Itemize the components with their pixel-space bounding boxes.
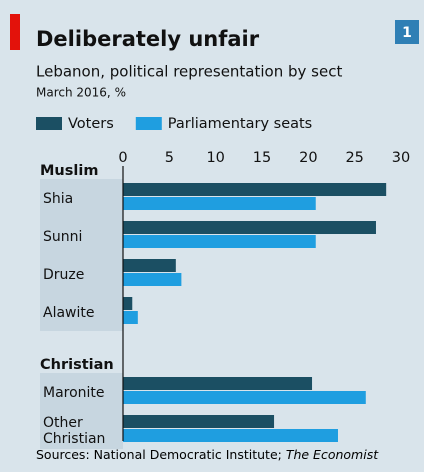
source-text: Sources: National Democratic Institute;: [36, 447, 286, 462]
x-tick-label: 15: [253, 150, 271, 166]
x-tick-label: 5: [165, 150, 174, 166]
bar: [123, 429, 338, 442]
x-tick-label: 30: [392, 150, 410, 166]
source-italic: The Economist: [285, 447, 379, 462]
source: Sources: National Democratic Institute; …: [36, 447, 378, 462]
bar: [123, 197, 316, 210]
badge: 1: [402, 25, 412, 41]
label-band: [40, 217, 123, 255]
label-band: [40, 255, 123, 293]
label-band: [40, 293, 123, 331]
note: March 2016, %: [36, 86, 126, 100]
bar: [123, 377, 313, 390]
category-label: Shia: [43, 191, 74, 207]
legend-swatch: [36, 117, 62, 130]
bar: [123, 415, 275, 428]
chart-title: Deliberately unfair: [36, 27, 260, 51]
bar: [123, 311, 138, 324]
bar: [123, 183, 387, 196]
x-tick-label: 10: [206, 150, 224, 166]
label-band: [40, 373, 123, 411]
bar: [123, 297, 133, 310]
category-label: Other Christian: [43, 415, 106, 447]
badge-box: [395, 20, 419, 44]
category-label: Sunni: [43, 229, 83, 245]
legend-swatch: [135, 117, 162, 130]
legend-label: Voters: [68, 116, 114, 132]
category-label: Alawite: [43, 305, 95, 321]
x-tick-label: 0: [118, 150, 127, 166]
legend-label: Parliamentary seats: [168, 116, 312, 132]
category-label: Maronite: [43, 385, 105, 401]
subtitle: Lebanon, political representation by sec…: [36, 63, 342, 81]
bar: [123, 273, 182, 286]
group-label: Muslim: [40, 163, 98, 179]
group-label: Christian: [40, 357, 114, 373]
x-tick-label: 25: [345, 150, 363, 166]
bar: [123, 259, 176, 272]
category-label: Druze: [43, 267, 85, 283]
bar: [123, 391, 366, 404]
red-tag: [10, 14, 20, 50]
bar: [123, 235, 316, 248]
x-tick-label: 20: [299, 150, 317, 166]
bar: [123, 221, 376, 234]
label-band: [40, 411, 123, 449]
label-band: [40, 179, 123, 217]
